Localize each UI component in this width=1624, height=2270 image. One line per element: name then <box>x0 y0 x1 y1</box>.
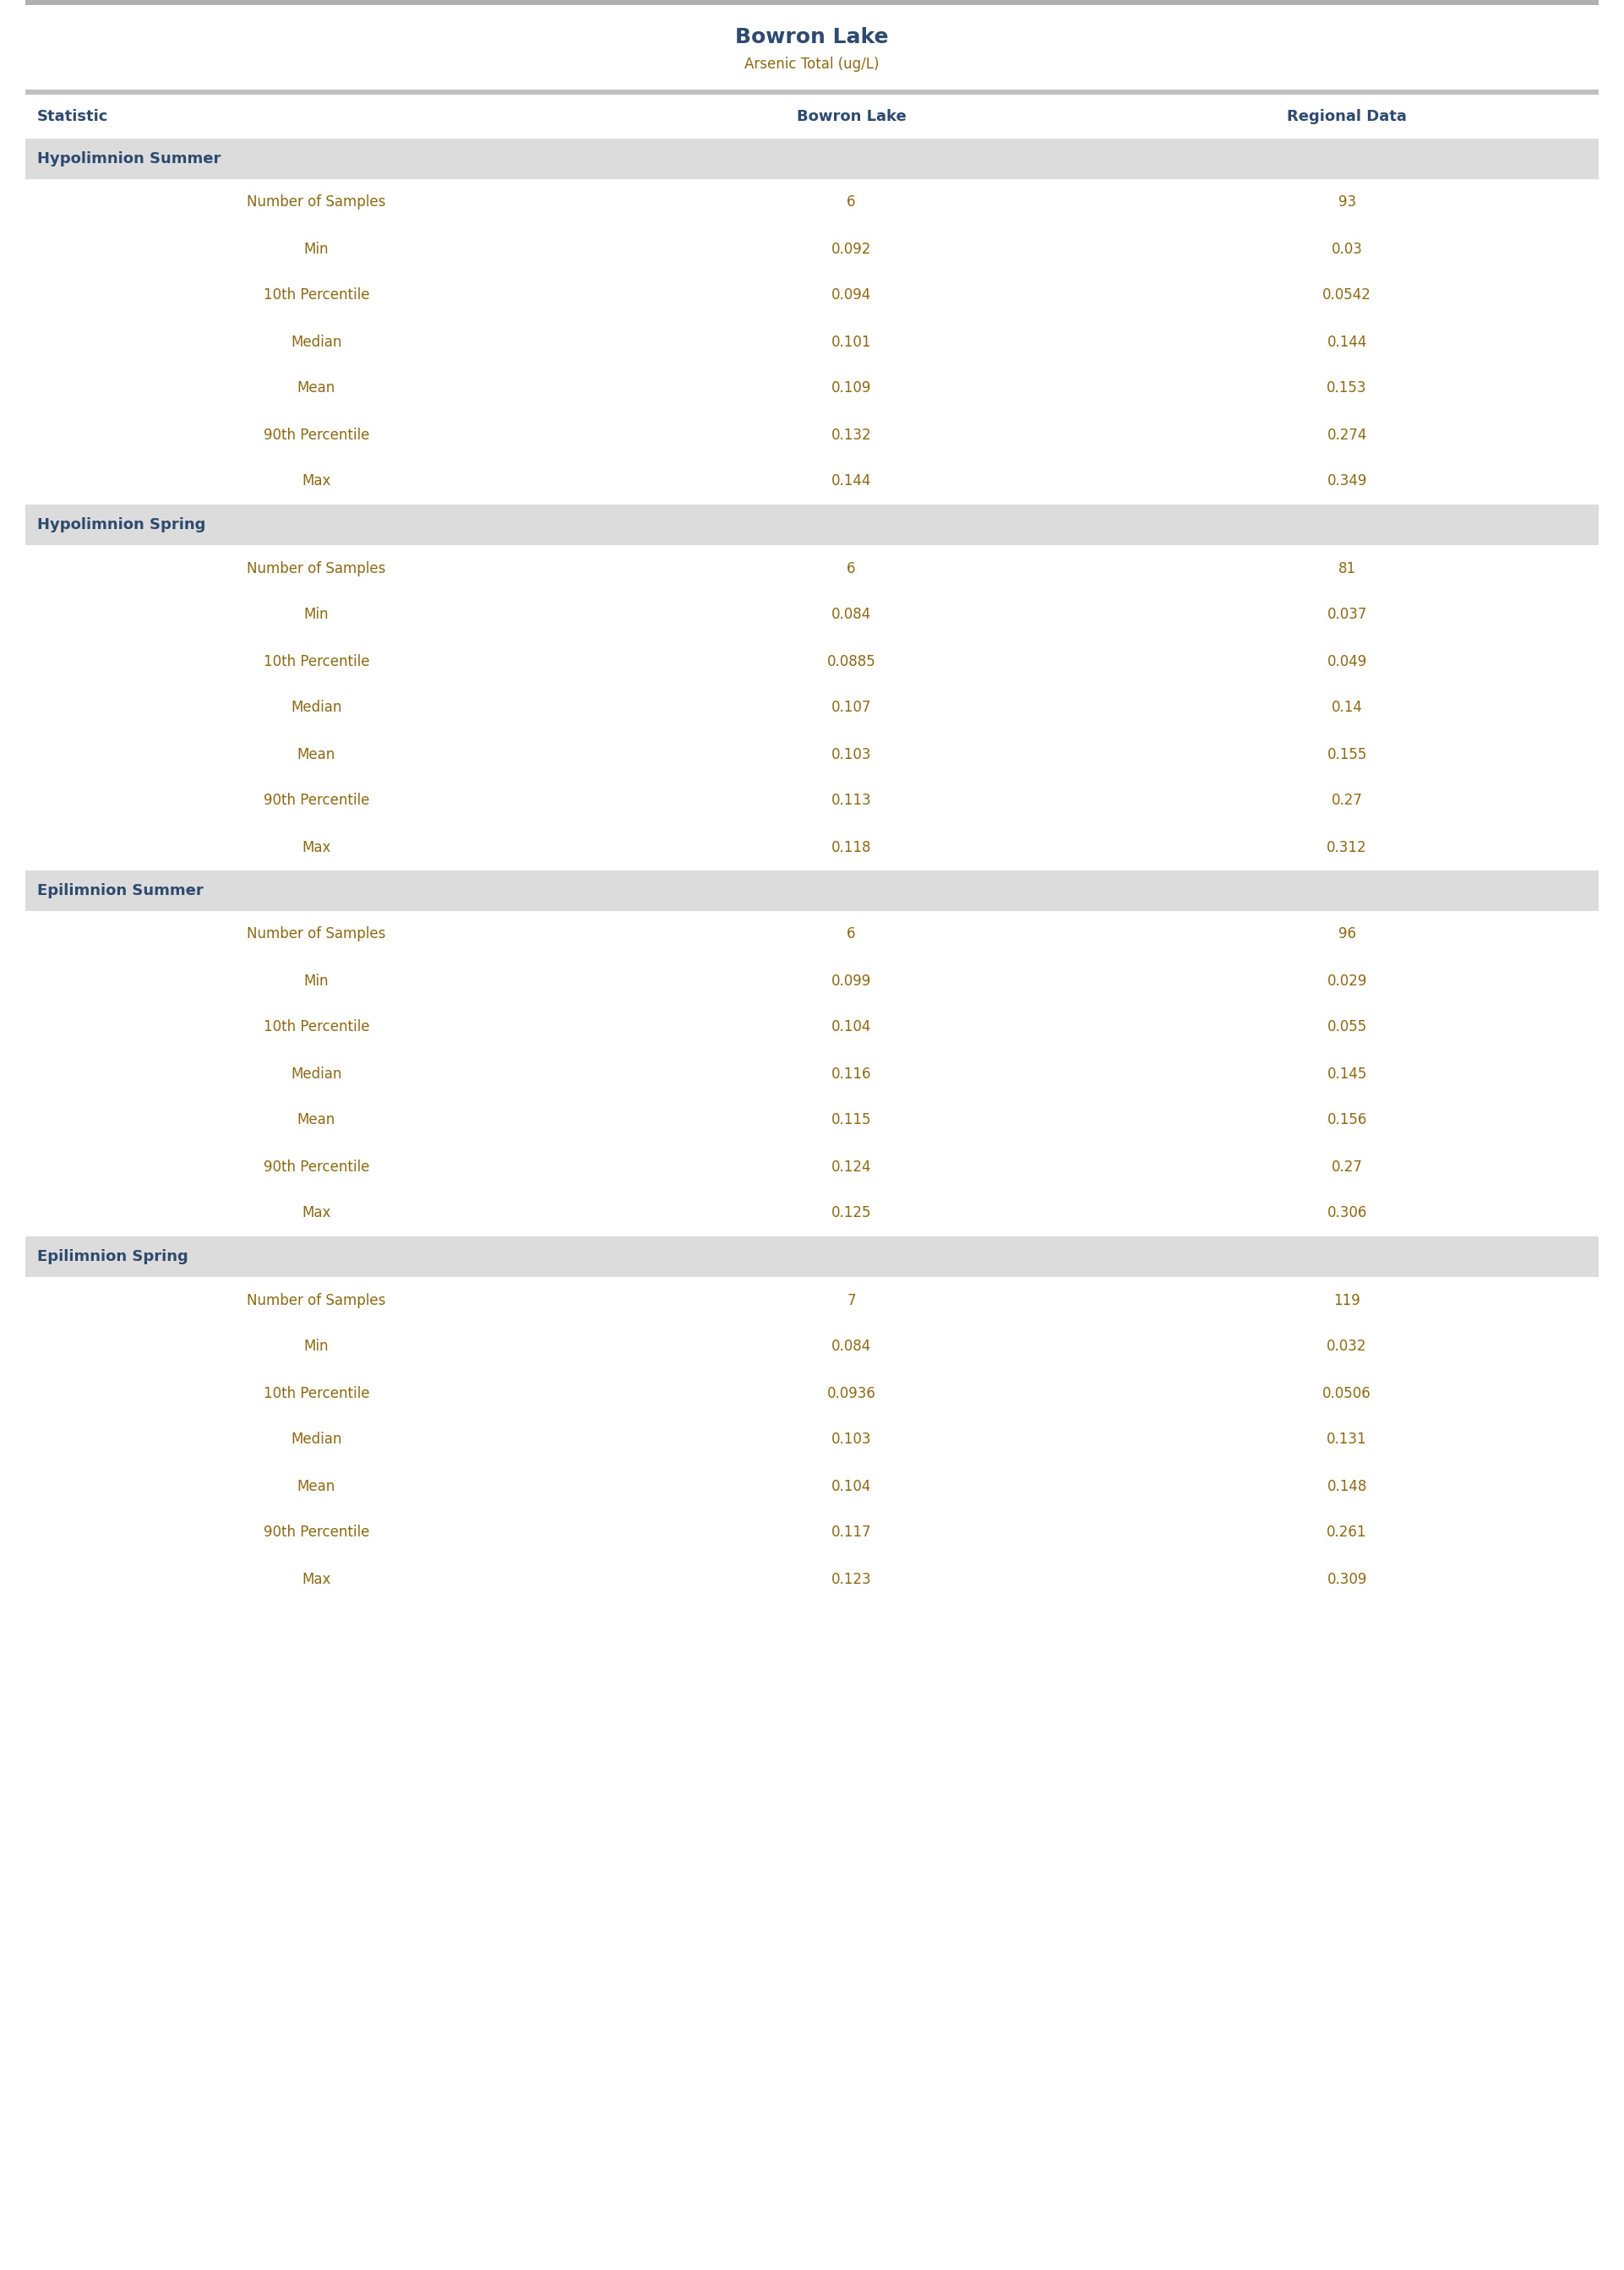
Text: Mean: Mean <box>297 381 336 395</box>
Text: Number of Samples: Number of Samples <box>247 1292 387 1308</box>
Text: 6: 6 <box>846 195 856 211</box>
Text: 0.116: 0.116 <box>831 1067 872 1081</box>
Text: 81: 81 <box>1338 561 1356 577</box>
Text: Number of Samples: Number of Samples <box>247 195 387 211</box>
Text: 0.113: 0.113 <box>831 792 872 808</box>
Text: Max: Max <box>302 1571 331 1587</box>
Text: 0.104: 0.104 <box>831 1019 872 1035</box>
Text: 0.309: 0.309 <box>1327 1571 1367 1587</box>
Text: 6: 6 <box>846 926 856 942</box>
Text: 0.144: 0.144 <box>1327 334 1367 350</box>
Text: 0.306: 0.306 <box>1327 1205 1367 1221</box>
Text: 0.055: 0.055 <box>1327 1019 1367 1035</box>
Text: 0.109: 0.109 <box>831 381 872 395</box>
Text: 0.084: 0.084 <box>831 1339 872 1355</box>
Text: 0.156: 0.156 <box>1327 1112 1367 1128</box>
Text: 10th Percentile: 10th Percentile <box>263 1019 369 1035</box>
Text: Epilimnion Summer: Epilimnion Summer <box>37 883 203 899</box>
Text: Bowron Lake: Bowron Lake <box>736 27 888 48</box>
Text: Mean: Mean <box>297 1112 336 1128</box>
Text: Max: Max <box>302 840 331 856</box>
Text: 96: 96 <box>1338 926 1356 942</box>
Text: 0.27: 0.27 <box>1332 1160 1363 1174</box>
Text: 6: 6 <box>846 561 856 577</box>
Text: 10th Percentile: 10th Percentile <box>263 1385 369 1401</box>
Text: 0.084: 0.084 <box>831 606 872 622</box>
Text: 0.103: 0.103 <box>831 1432 872 1448</box>
Text: 0.032: 0.032 <box>1327 1339 1367 1355</box>
Text: Min: Min <box>304 606 330 622</box>
Text: 0.153: 0.153 <box>1327 381 1367 395</box>
Text: 0.132: 0.132 <box>831 427 872 443</box>
Text: 0.0542: 0.0542 <box>1322 288 1371 302</box>
Text: 7: 7 <box>846 1292 856 1308</box>
Text: 0.144: 0.144 <box>831 474 872 488</box>
Text: 0.101: 0.101 <box>831 334 872 350</box>
Text: Statistic: Statistic <box>37 109 109 125</box>
Text: 0.145: 0.145 <box>1327 1067 1367 1081</box>
Text: Max: Max <box>302 1205 331 1221</box>
Text: 0.107: 0.107 <box>831 699 872 715</box>
Text: Max: Max <box>302 474 331 488</box>
Text: Hypolimnion Summer: Hypolimnion Summer <box>37 152 221 166</box>
Text: Min: Min <box>304 1339 330 1355</box>
Text: Median: Median <box>291 334 343 350</box>
Text: 0.312: 0.312 <box>1327 840 1367 856</box>
Text: 0.115: 0.115 <box>831 1112 872 1128</box>
Text: Min: Min <box>304 241 330 257</box>
Text: Bowron Lake: Bowron Lake <box>796 109 906 125</box>
Text: Median: Median <box>291 1067 343 1081</box>
Text: 0.14: 0.14 <box>1332 699 1363 715</box>
Text: 0.131: 0.131 <box>1327 1432 1367 1448</box>
Text: 0.0885: 0.0885 <box>827 654 875 670</box>
Text: 93: 93 <box>1338 195 1356 211</box>
Text: 0.124: 0.124 <box>831 1160 872 1174</box>
Text: 0.092: 0.092 <box>831 241 872 257</box>
Text: 0.349: 0.349 <box>1327 474 1367 488</box>
Text: Number of Samples: Number of Samples <box>247 926 387 942</box>
Text: Number of Samples: Number of Samples <box>247 561 387 577</box>
Text: 0.094: 0.094 <box>831 288 872 302</box>
Text: 0.155: 0.155 <box>1327 747 1367 763</box>
Text: Median: Median <box>291 1432 343 1448</box>
Text: 0.274: 0.274 <box>1327 427 1367 443</box>
Text: 0.099: 0.099 <box>831 974 872 987</box>
Text: 90th Percentile: 90th Percentile <box>263 1525 369 1541</box>
Text: 0.103: 0.103 <box>831 747 872 763</box>
Text: 0.0506: 0.0506 <box>1322 1385 1371 1401</box>
Text: 0.27: 0.27 <box>1332 792 1363 808</box>
Text: Epilimnion Spring: Epilimnion Spring <box>37 1249 188 1264</box>
Text: 0.049: 0.049 <box>1327 654 1367 670</box>
Text: 0.104: 0.104 <box>831 1478 872 1494</box>
Text: 10th Percentile: 10th Percentile <box>263 288 369 302</box>
Text: 0.117: 0.117 <box>831 1525 872 1541</box>
Text: 10th Percentile: 10th Percentile <box>263 654 369 670</box>
Text: 0.123: 0.123 <box>831 1571 872 1587</box>
Text: 0.03: 0.03 <box>1332 241 1363 257</box>
Text: 90th Percentile: 90th Percentile <box>263 1160 369 1174</box>
Text: Regional Data: Regional Data <box>1286 109 1406 125</box>
Text: 0.029: 0.029 <box>1327 974 1367 987</box>
Text: Hypolimnion Spring: Hypolimnion Spring <box>37 518 206 533</box>
Text: Arsenic Total (ug/L): Arsenic Total (ug/L) <box>745 57 879 73</box>
Text: Mean: Mean <box>297 1478 336 1494</box>
Text: 0.125: 0.125 <box>831 1205 872 1221</box>
Text: 90th Percentile: 90th Percentile <box>263 427 369 443</box>
Text: 119: 119 <box>1333 1292 1361 1308</box>
Text: 0.037: 0.037 <box>1327 606 1367 622</box>
Text: 0.0936: 0.0936 <box>827 1385 875 1401</box>
Text: Mean: Mean <box>297 747 336 763</box>
Text: 0.148: 0.148 <box>1327 1478 1367 1494</box>
Text: Median: Median <box>291 699 343 715</box>
Text: Min: Min <box>304 974 330 987</box>
Text: 0.118: 0.118 <box>831 840 872 856</box>
Text: 90th Percentile: 90th Percentile <box>263 792 369 808</box>
Text: 0.261: 0.261 <box>1327 1525 1367 1541</box>
